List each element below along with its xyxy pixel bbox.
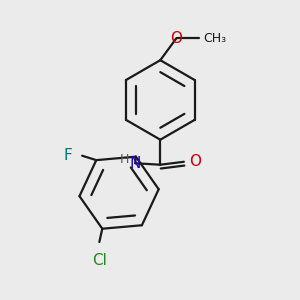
Text: H: H xyxy=(119,153,129,166)
Text: Cl: Cl xyxy=(92,253,107,268)
Text: O: O xyxy=(189,154,201,169)
Text: CH₃: CH₃ xyxy=(203,32,226,45)
Text: N: N xyxy=(130,156,141,171)
Text: F: F xyxy=(63,148,72,163)
Text: O: O xyxy=(170,31,182,46)
